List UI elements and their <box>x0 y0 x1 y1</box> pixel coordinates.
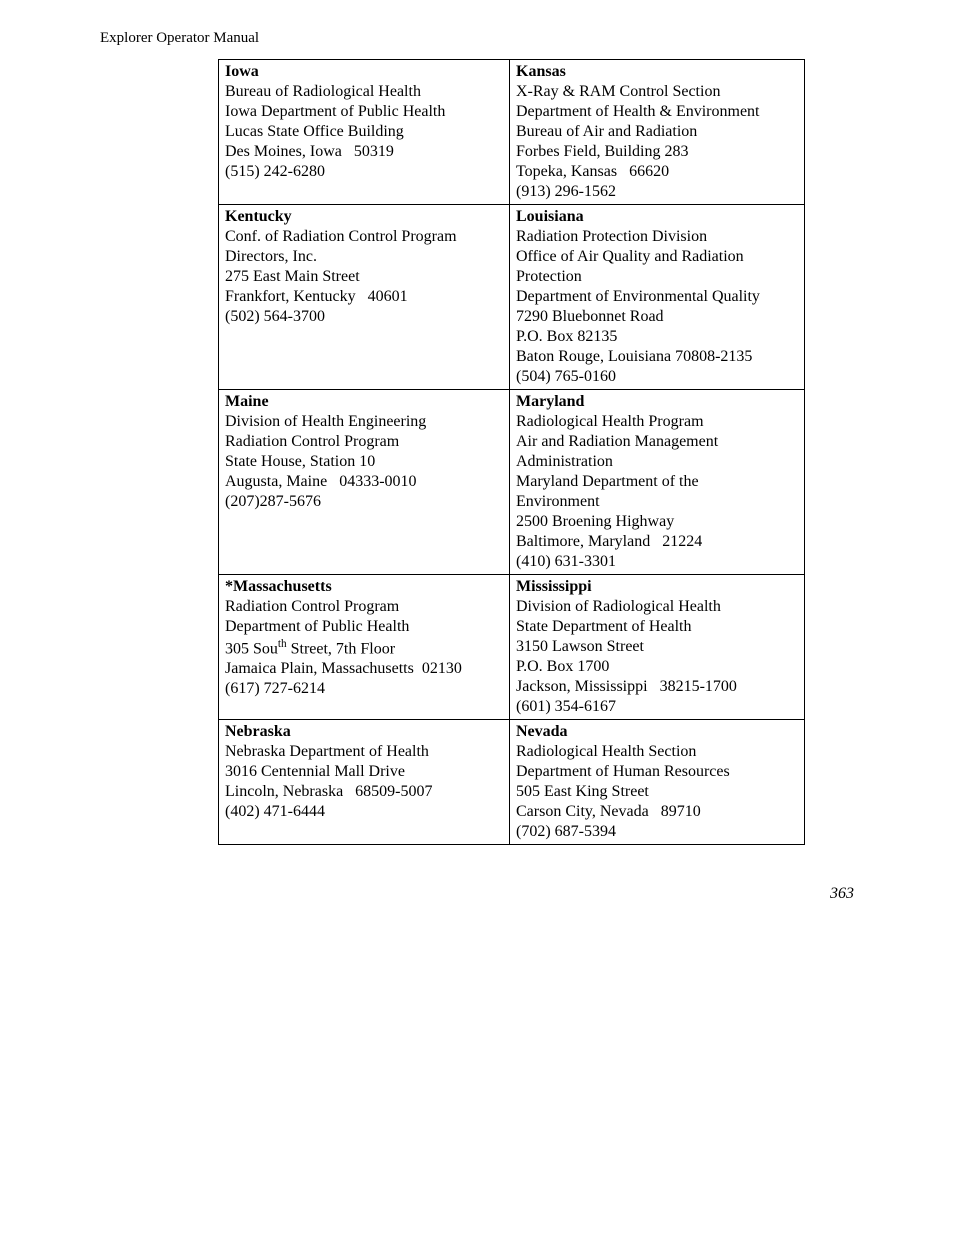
address-line: Division of Health Engineering <box>225 412 503 432</box>
address-line: Administration <box>516 452 798 472</box>
address-line: Des Moines, Iowa 50319 <box>225 142 503 162</box>
address-line: State House, Station 10 <box>225 452 503 472</box>
table-cell: MississippiDivision of Radiological Heal… <box>510 575 805 720</box>
state-name: Louisiana <box>516 207 798 227</box>
address-line: Lucas State Office Building <box>225 122 503 142</box>
table-cell: MarylandRadiological Health ProgramAir a… <box>510 390 805 575</box>
state-agencies-table-body: IowaBureau of Radiological HealthIowa De… <box>219 60 805 845</box>
address-line: Forbes Field, Building 283 <box>516 142 798 162</box>
state-name: Kentucky <box>225 207 503 227</box>
table-row: MaineDivision of Health EngineeringRadia… <box>219 390 805 575</box>
address-line: (702) 687-5394 <box>516 822 798 842</box>
table-cell: *MassachusettsRadiation Control ProgramD… <box>219 575 510 720</box>
address-line: (207)287-5676 <box>225 492 503 512</box>
document-page: Explorer Operator Manual IowaBureau of R… <box>0 0 954 943</box>
state-name: *Massachusetts <box>225 577 503 597</box>
address-line: 505 East King Street <box>516 782 798 802</box>
table-cell: IowaBureau of Radiological HealthIowa De… <box>219 60 510 205</box>
state-name: Nebraska <box>225 722 503 742</box>
address-line: Baton Rouge, Louisiana 70808-2135 <box>516 347 798 367</box>
address-line: (913) 296-1562 <box>516 182 798 202</box>
address-line: Jamaica Plain, Massachusetts 02130 <box>225 659 503 679</box>
address-line: Division of Radiological Health <box>516 597 798 617</box>
address-line: (617) 727-6214 <box>225 679 503 699</box>
state-name: Mississippi <box>516 577 798 597</box>
address-line: Augusta, Maine 04333-0010 <box>225 472 503 492</box>
state-name: Iowa <box>225 62 503 82</box>
address-line: 7290 Bluebonnet Road <box>516 307 798 327</box>
address-line: 305 South Street, 7th Floor <box>225 637 503 659</box>
address-line: P.O. Box 1700 <box>516 657 798 677</box>
address-line: Department of Human Resources <box>516 762 798 782</box>
address-line: Environment <box>516 492 798 512</box>
state-agencies-table: IowaBureau of Radiological HealthIowa De… <box>218 59 805 845</box>
address-line: P.O. Box 82135 <box>516 327 798 347</box>
address-line: Conf. of Radiation Control Program <box>225 227 503 247</box>
address-line: Carson City, Nevada 89710 <box>516 802 798 822</box>
address-line: Radiation Control Program <box>225 432 503 452</box>
address-line: (402) 471-6444 <box>225 802 503 822</box>
address-line: Radiological Health Section <box>516 742 798 762</box>
table-row: KentuckyConf. of Radiation Control Progr… <box>219 205 805 390</box>
address-line: Department of Environmental Quality <box>516 287 798 307</box>
address-line: Directors, Inc. <box>225 247 503 267</box>
address-line: 275 East Main Street <box>225 267 503 287</box>
document-header: Explorer Operator Manual <box>100 30 854 47</box>
table-cell: MaineDivision of Health EngineeringRadia… <box>219 390 510 575</box>
table-cell: KansasX-Ray & RAM Control SectionDepartm… <box>510 60 805 205</box>
table-cell: LouisianaRadiation Protection DivisionOf… <box>510 205 805 390</box>
table-row: IowaBureau of Radiological HealthIowa De… <box>219 60 805 205</box>
table-cell: NebraskaNebraska Department of Health301… <box>219 720 510 845</box>
address-line: Radiation Protection Division <box>516 227 798 247</box>
address-line: Bureau of Radiological Health <box>225 82 503 102</box>
address-line: Lincoln, Nebraska 68509-5007 <box>225 782 503 802</box>
address-line: Department of Health & Environment <box>516 102 798 122</box>
address-line: Bureau of Air and Radiation <box>516 122 798 142</box>
address-line: Office of Air Quality and Radiation <box>516 247 798 267</box>
table-row: *MassachusettsRadiation Control ProgramD… <box>219 575 805 720</box>
address-line: Topeka, Kansas 66620 <box>516 162 798 182</box>
address-line: Maryland Department of the <box>516 472 798 492</box>
table-row: NebraskaNebraska Department of Health301… <box>219 720 805 845</box>
address-line: Nebraska Department of Health <box>225 742 503 762</box>
address-line: 2500 Broening Highway <box>516 512 798 532</box>
address-line: Radiation Control Program <box>225 597 503 617</box>
address-line: Air and Radiation Management <box>516 432 798 452</box>
address-line: (601) 354-6167 <box>516 697 798 717</box>
state-name: Nevada <box>516 722 798 742</box>
address-line: Department of Public Health <box>225 617 503 637</box>
address-line: (410) 631-3301 <box>516 552 798 572</box>
address-line: Radiological Health Program <box>516 412 798 432</box>
address-line: 3016 Centennial Mall Drive <box>225 762 503 782</box>
address-line: Jackson, Mississippi 38215-1700 <box>516 677 798 697</box>
page-number: 363 <box>100 885 854 903</box>
table-cell: KentuckyConf. of Radiation Control Progr… <box>219 205 510 390</box>
address-line: Frankfort, Kentucky 40601 <box>225 287 503 307</box>
state-name: Kansas <box>516 62 798 82</box>
address-line: (502) 564-3700 <box>225 307 503 327</box>
state-name: Maine <box>225 392 503 412</box>
address-line: Baltimore, Maryland 21224 <box>516 532 798 552</box>
address-line: (504) 765-0160 <box>516 367 798 387</box>
state-name: Maryland <box>516 392 798 412</box>
address-line: 3150 Lawson Street <box>516 637 798 657</box>
address-line: X-Ray & RAM Control Section <box>516 82 798 102</box>
address-line: (515) 242-6280 <box>225 162 503 182</box>
table-cell: NevadaRadiological Health SectionDepartm… <box>510 720 805 845</box>
address-line: State Department of Health <box>516 617 798 637</box>
address-line: Protection <box>516 267 798 287</box>
address-line: Iowa Department of Public Health <box>225 102 503 122</box>
